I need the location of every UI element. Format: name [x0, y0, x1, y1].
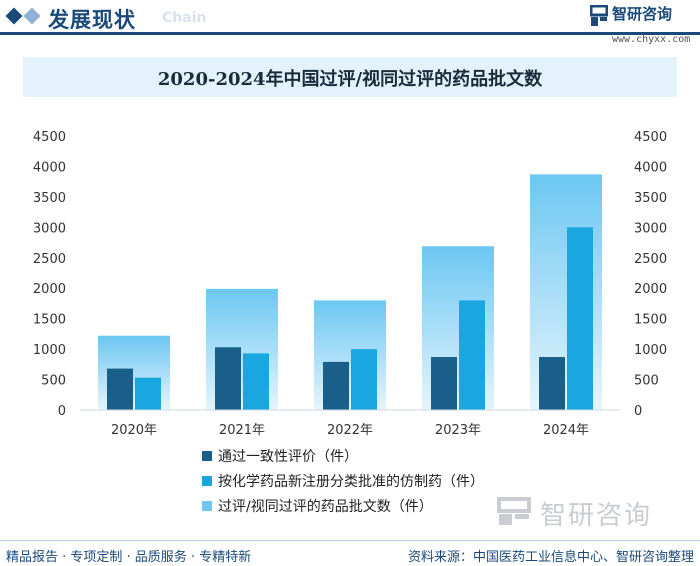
x-tick-label: 2024年 — [543, 423, 589, 438]
section-subtitle: Chain — [162, 10, 207, 26]
footer-source: 资料来源：中国医药工业信息中心、智研咨询整理 — [407, 550, 694, 565]
watermark-text: 智研咨询 — [540, 501, 653, 531]
brand-logo-icon — [590, 5, 608, 26]
bar-generic — [459, 300, 485, 410]
bar-generic — [135, 377, 161, 410]
bar-chart: 0 500 1000 1500 2000 2500 3000 3500 4000 4500 0 500… — [33, 130, 667, 438]
x-tick-label: 2022年 — [327, 423, 373, 438]
y-tick-label-right: 4500 — [634, 130, 667, 145]
footer-divider — [0, 540, 700, 541]
bar-generic — [243, 353, 269, 410]
header-divider — [0, 32, 700, 35]
legend-swatch — [202, 501, 212, 511]
y-tick-label-right: 1500 — [634, 313, 667, 328]
bar-consistency — [539, 357, 565, 410]
footer: 精品报告 · 专项定制 · 品质服务 · 专精特新 资料来源：中国医药工业信息中… — [0, 540, 700, 566]
x-tick-label: 2020年 — [111, 423, 157, 438]
section-title: 发展现状 — [48, 8, 136, 32]
footer-slogan: 精品报告 · 专项定制 · 品质服务 · 专精特新 — [6, 550, 252, 565]
brand-logo: 智研咨询 — [588, 3, 698, 31]
y-tick-label-left: 3000 — [33, 221, 66, 236]
y-tick-label-left: 2000 — [33, 282, 66, 297]
chart-title-box: 2020-2024年中国过评/视同过评的药品批文数 — [23, 57, 677, 97]
y-tick-label-left: 4500 — [33, 130, 66, 145]
brand-url: www.chyxx.com — [612, 34, 691, 45]
bar-consistency — [107, 368, 133, 410]
legend-swatch — [202, 476, 212, 486]
y-tick-label-left: 1500 — [33, 313, 66, 328]
y-tick-label-left: 3500 — [33, 191, 66, 206]
y-tick-label-right: 4000 — [634, 160, 667, 175]
x-tick-label: 2023年 — [435, 423, 481, 438]
y-tick-label-left: 4000 — [33, 160, 66, 175]
bar-generic — [351, 349, 377, 410]
watermark-logo-icon — [497, 497, 531, 525]
y-tick-label-left: 500 — [41, 374, 66, 389]
y-tick-label-left: 1000 — [33, 343, 66, 358]
bar-consistency — [323, 361, 349, 410]
y-tick-label-right: 0 — [634, 404, 642, 419]
x-tick-label: 2021年 — [219, 423, 265, 438]
y-tick-label-left: 2500 — [33, 252, 66, 267]
brand-name: 智研咨询 — [612, 5, 673, 23]
y-tick-label-right: 1000 — [634, 343, 667, 358]
legend-label: 按化学药品新注册分类批准的仿制药（件） — [218, 474, 484, 490]
y-tick-label-right: 2500 — [634, 252, 667, 267]
legend-swatch — [202, 451, 212, 461]
bar-consistency — [431, 357, 457, 410]
y-tick-label-left: 0 — [58, 404, 66, 419]
legend-label: 通过一致性评价（件） — [218, 449, 358, 465]
y-tick-label-right: 2000 — [634, 282, 667, 297]
y-tick-label-right: 500 — [634, 374, 659, 389]
y-tick-label-right: 3000 — [634, 221, 667, 236]
section-header: 发展现状 Chain 智研咨询 — [0, 0, 700, 32]
y-tick-label-right: 3500 — [634, 191, 667, 206]
bar-generic — [567, 227, 593, 410]
chart-title: 2020-2024年中国过评/视同过评的药品批文数 — [157, 69, 543, 90]
bar-consistency — [215, 347, 241, 410]
legend-label: 过评/视同过评的药品批文数（件） — [218, 499, 433, 515]
